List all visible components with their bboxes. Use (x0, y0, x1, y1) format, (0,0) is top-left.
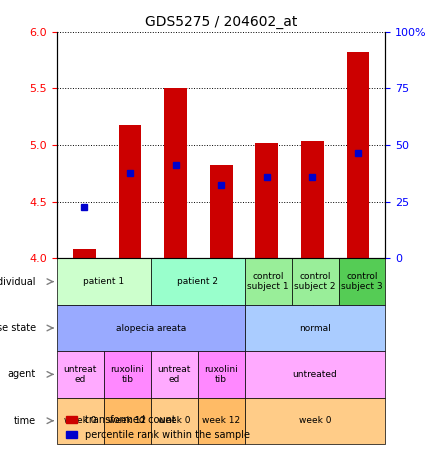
Text: week 0: week 0 (158, 416, 191, 425)
Text: week 12: week 12 (108, 416, 146, 425)
Text: week 12: week 12 (202, 416, 240, 425)
Bar (57, 258, 151, 305)
Text: patient 2: patient 2 (177, 277, 218, 286)
Bar (301, 140, 324, 258)
Bar (164, 88, 187, 258)
Bar (292, 258, 339, 305)
Bar (151, 258, 245, 305)
Bar (198, 351, 245, 398)
Text: week 0: week 0 (64, 416, 97, 425)
Bar (346, 52, 370, 258)
Text: disease state: disease state (0, 323, 36, 333)
Bar (73, 249, 96, 258)
Bar (57, 305, 245, 351)
Bar (57, 351, 104, 398)
Bar (151, 398, 198, 444)
Bar (151, 351, 198, 398)
Bar (255, 143, 278, 258)
Bar (119, 125, 141, 258)
Text: week 0: week 0 (299, 416, 331, 425)
Bar (245, 398, 385, 444)
Bar (198, 398, 245, 444)
Text: untreat
ed: untreat ed (64, 365, 97, 384)
Bar (57, 398, 104, 444)
Bar (210, 165, 233, 258)
Text: control
subject 3: control subject 3 (341, 272, 383, 291)
Text: control
subject 1: control subject 1 (247, 272, 289, 291)
Text: control
subject 2: control subject 2 (294, 272, 336, 291)
Text: untreat
ed: untreat ed (158, 365, 191, 384)
Text: patient 1: patient 1 (83, 277, 124, 286)
Bar (104, 398, 151, 444)
Text: ruxolini
tib: ruxolini tib (204, 365, 238, 384)
Text: untreated: untreated (293, 370, 337, 379)
Legend: transformed count, percentile rank within the sample: transformed count, percentile rank withi… (62, 411, 254, 443)
Bar (245, 351, 385, 398)
Bar (245, 305, 385, 351)
Title: GDS5275 / 204602_at: GDS5275 / 204602_at (145, 15, 297, 29)
Text: ruxolini
tib: ruxolini tib (110, 365, 144, 384)
Text: agent: agent (7, 369, 36, 379)
Bar (245, 258, 292, 305)
Bar (339, 258, 385, 305)
Text: individual: individual (0, 277, 36, 287)
Bar (104, 351, 151, 398)
Text: alopecia areata: alopecia areata (116, 323, 186, 333)
Text: normal: normal (299, 323, 331, 333)
Text: time: time (14, 416, 36, 426)
